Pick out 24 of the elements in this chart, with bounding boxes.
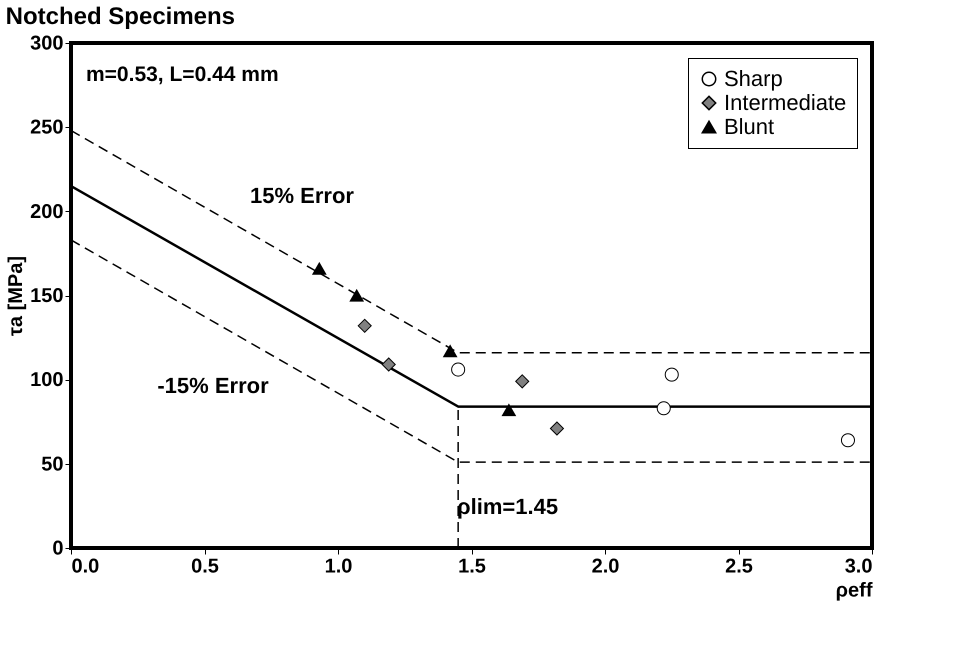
y-tick-label: 250 <box>30 116 64 139</box>
annotation: ρlim=1.45 <box>457 494 558 519</box>
annotation: -15% Error <box>157 373 270 398</box>
x-tick-label: 0.0 <box>72 556 100 578</box>
chart-title: Notched Specimens <box>6 3 236 30</box>
legend-label: Blunt <box>724 114 774 139</box>
x-tick-label: 1.0 <box>324 556 352 578</box>
x-axis-title: ρeff <box>836 580 873 602</box>
y-axis-title: τa [MPa] <box>5 256 28 336</box>
legend-label: Intermediate <box>724 90 846 115</box>
y-tick-label: 300 <box>30 32 64 54</box>
x-tick-label: 3.0 <box>844 556 872 578</box>
x-tick-label: 0.5 <box>191 556 219 578</box>
y-tick-label: 100 <box>30 369 64 392</box>
y-tick-label: 200 <box>30 200 64 223</box>
annotation: 15% Error <box>250 183 354 208</box>
y-tick-label: 50 <box>41 453 64 476</box>
y-tick-label: 150 <box>30 285 64 307</box>
annotation: m=0.53, L=0.44 mm <box>86 63 279 86</box>
legend-label: Sharp <box>724 66 783 91</box>
y-tick-label: 0 <box>52 538 64 560</box>
x-tick-label: 2.5 <box>725 556 753 578</box>
x-tick-label: 2.0 <box>592 556 620 578</box>
x-tick-label: 1.5 <box>458 556 486 578</box>
